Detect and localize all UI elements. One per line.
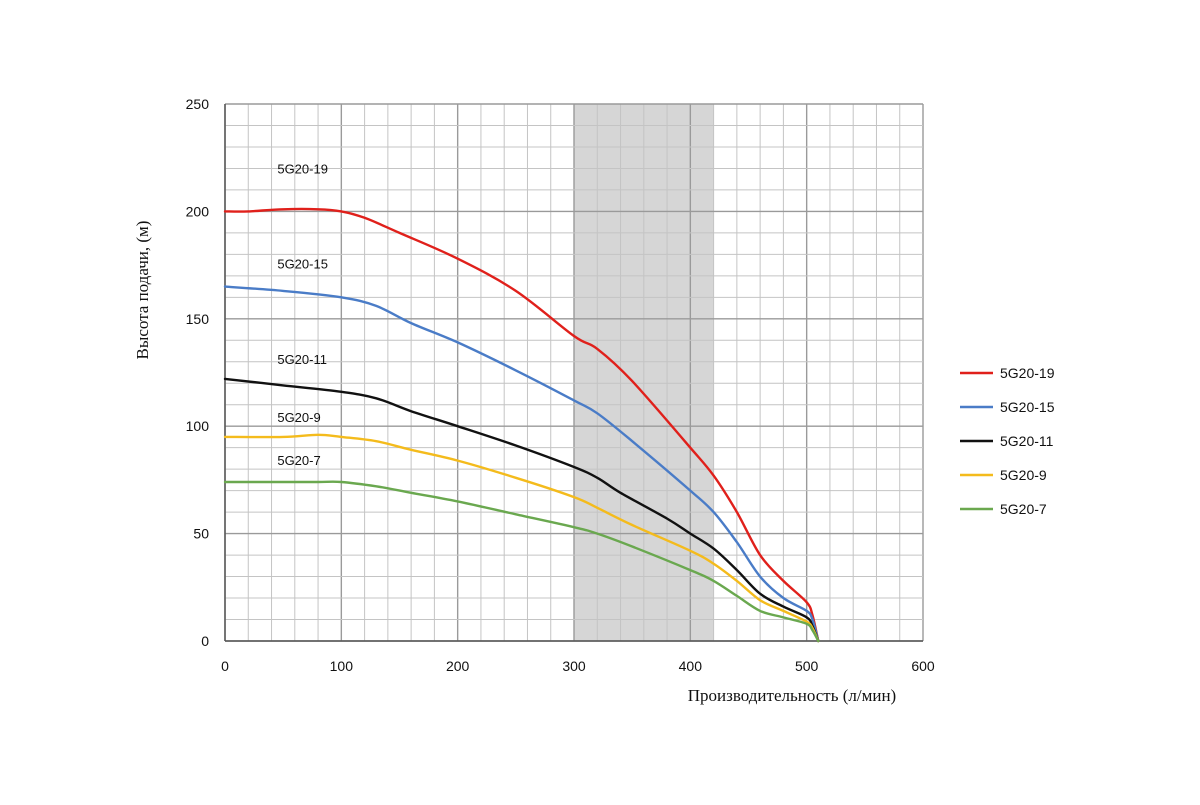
inline-series-label: 5G20-9 (277, 410, 320, 425)
x-tick-label: 500 (795, 658, 819, 674)
legend-label: 5G20-19 (1000, 365, 1055, 381)
y-tick-label: 100 (186, 418, 210, 434)
legend: 5G20-19 5G20-15 5G20-11 5G20-9 5G20-7 (960, 365, 1055, 517)
legend-item: 5G20-19 (960, 365, 1055, 381)
y-tick-label: 150 (186, 311, 210, 327)
legend-item: 5G20-11 (960, 433, 1054, 449)
legend-item: 5G20-9 (960, 467, 1047, 483)
x-tick-label: 0 (221, 658, 229, 674)
inline-series-label: 5G20-7 (277, 453, 320, 468)
grid-layer (224, 103, 924, 642)
x-tick-label: 100 (330, 658, 354, 674)
series-line-5g20-19 (223, 207, 820, 643)
y-axis-title: Высота подачи, (м) (133, 221, 152, 360)
legend-item: 5G20-15 (960, 399, 1055, 415)
series-line-5g20-7 (223, 480, 820, 643)
series-layer (223, 207, 820, 643)
legend-label: 5G20-9 (1000, 467, 1047, 483)
inline-series-label: 5G20-15 (277, 257, 328, 272)
series-line-5g20-9 (223, 433, 820, 643)
inline-series-label: 5G20-19 (277, 161, 328, 176)
legend-label: 5G20-7 (1000, 501, 1047, 517)
axis-layer: 0 100 200 300 400 500 600 0 50 100 150 200 250 (186, 96, 935, 674)
x-tick-label: 400 (679, 658, 703, 674)
y-tick-label: 0 (201, 633, 209, 649)
x-tick-label: 600 (911, 658, 935, 674)
y-tick-label: 50 (193, 526, 209, 542)
series-line-5g20-11 (223, 377, 820, 643)
legend-label: 5G20-15 (1000, 399, 1055, 415)
x-axis-title: Производительность (л/мин) (688, 686, 896, 705)
y-tick-label: 200 (186, 203, 210, 219)
legend-label: 5G20-11 (1000, 433, 1054, 449)
x-tick-label: 200 (446, 658, 470, 674)
legend-item: 5G20-7 (960, 501, 1047, 517)
series-line-5g20-15 (223, 285, 820, 643)
x-tick-label: 300 (562, 658, 586, 674)
inline-label-layer: 5G20-19 5G20-15 5G20-11 5G20-9 5G20-7 (277, 161, 328, 468)
y-tick-label: 250 (186, 96, 210, 112)
inline-series-label: 5G20-11 (277, 352, 327, 367)
